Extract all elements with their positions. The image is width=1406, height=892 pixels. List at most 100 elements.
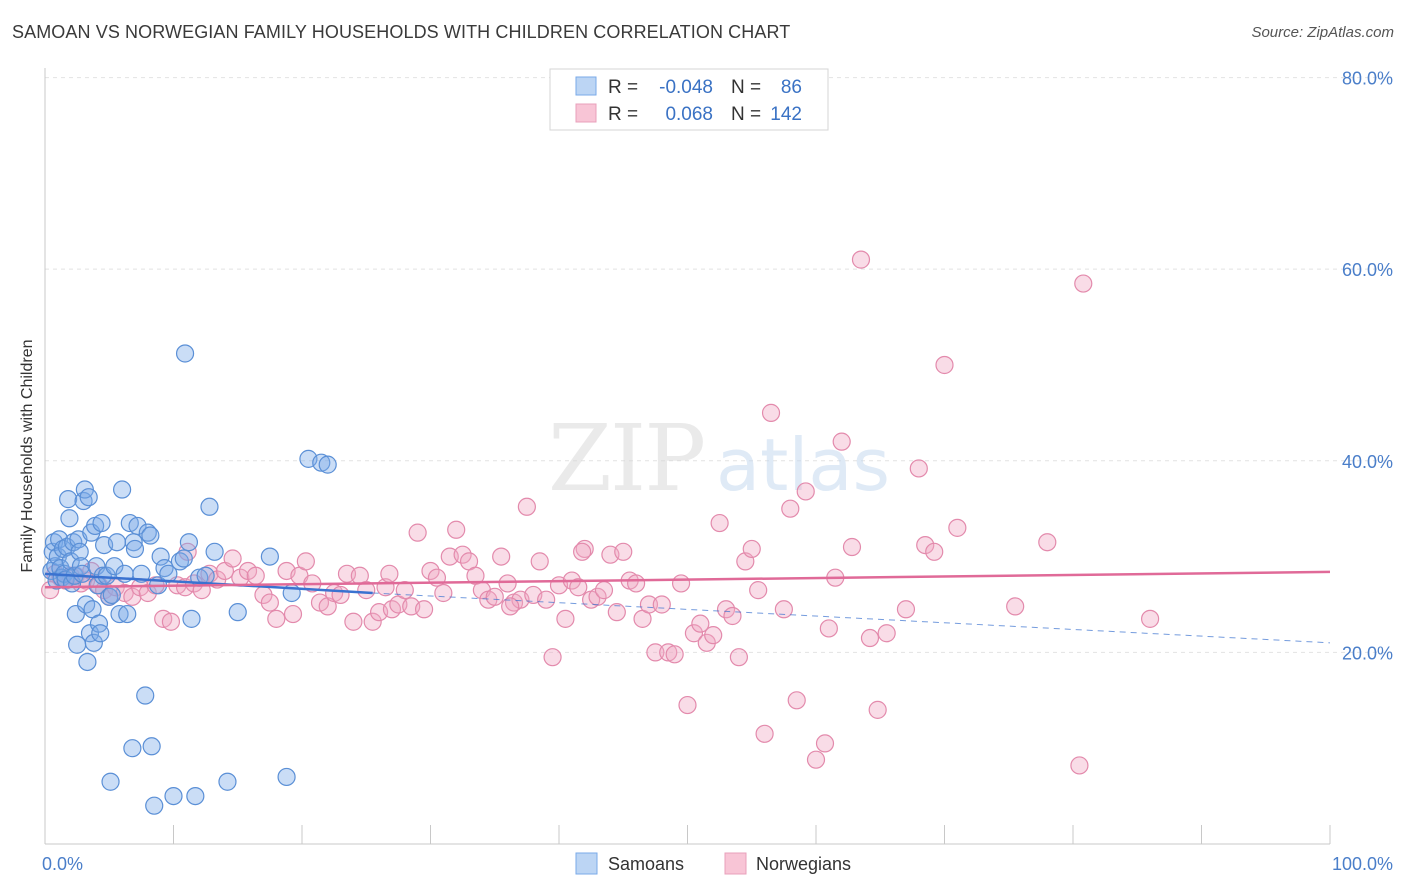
gridlines xyxy=(45,77,1392,653)
norwegians-point-137 xyxy=(501,597,520,616)
samoans-point-28 xyxy=(78,652,97,672)
norwegians-point-127 xyxy=(916,535,935,555)
norwegians-point-86 xyxy=(607,603,626,622)
samoans-point-62 xyxy=(145,796,164,815)
norwegians-point-69 xyxy=(498,574,517,593)
legend-n-value-2: 142 xyxy=(770,104,802,125)
norwegians-point-108 xyxy=(749,581,768,600)
norwegians-point-95 xyxy=(665,645,684,664)
samoans-point-49 xyxy=(112,480,132,499)
norwegians-point-104 xyxy=(723,606,742,626)
norwegians-point-124 xyxy=(877,624,896,643)
norwegians-point-109 xyxy=(755,724,774,743)
watermark-atlas: atlas xyxy=(716,423,890,507)
norwegians-point-132 xyxy=(1038,533,1057,552)
legend-top: R = -0.048 N = 86 R = 0.068 N = 142 xyxy=(549,68,829,131)
norwegians-point-110 xyxy=(761,403,781,422)
samoans-point-33 xyxy=(84,633,103,652)
samoans-point-48 xyxy=(110,604,129,624)
norwegians-point-62 xyxy=(453,545,472,564)
norwegians-point-112 xyxy=(781,499,800,518)
norwegians-point-133 xyxy=(1070,756,1089,775)
samoans-point-45 xyxy=(102,585,121,605)
samoans-point-77 xyxy=(205,542,224,561)
norwegians-point-116 xyxy=(815,734,835,753)
samoans-point-70 xyxy=(175,344,195,363)
norwegians-point-92 xyxy=(646,643,665,662)
norwegians-point-59 xyxy=(434,583,453,603)
legend-r-value-1: -0.048 xyxy=(659,77,713,98)
norwegians-point-102 xyxy=(710,513,729,533)
samoans-point-51 xyxy=(118,604,137,624)
norwegians-point-31 xyxy=(246,566,265,585)
samoans-point-76 xyxy=(200,497,219,516)
norwegians-point-19 xyxy=(161,612,181,631)
norwegians-point-98 xyxy=(684,624,704,643)
norwegians-point-36 xyxy=(283,604,303,624)
norwegians-point-105 xyxy=(729,648,749,667)
norwegians-point-126 xyxy=(909,459,928,478)
samoans-point-71 xyxy=(179,533,199,552)
legend-r-label-1: R = xyxy=(608,77,638,98)
legend-n-value-1: 86 xyxy=(781,77,802,98)
samoans-point-72 xyxy=(182,609,201,628)
norwegians-point-130 xyxy=(948,518,967,537)
norwegians-point-84 xyxy=(594,581,614,600)
samoans-point-60 xyxy=(141,526,160,545)
norwegians-point-117 xyxy=(819,619,838,638)
samoans-point-17 xyxy=(64,533,83,552)
norwegians-point-122 xyxy=(860,628,880,648)
norwegians-point-80 xyxy=(569,578,588,597)
norwegians-point-67 xyxy=(485,587,504,606)
legend-r-value-2: 0.068 xyxy=(665,104,713,125)
x-tick-label-100: 100.0% xyxy=(1332,854,1393,874)
norwegians-point-97 xyxy=(678,695,697,715)
x-tick-labels: 0.0% 100.0% xyxy=(42,854,1393,874)
samoans-point-80 xyxy=(260,547,279,566)
samoans-point-53 xyxy=(123,739,142,758)
samoans-point-78 xyxy=(218,772,237,791)
norwegians-point-91 xyxy=(639,595,659,614)
norwegians-point-78 xyxy=(556,609,575,628)
norwegians-point-101 xyxy=(704,626,723,645)
samoans-point-37 xyxy=(89,614,109,633)
norwegians-point-138 xyxy=(380,564,399,583)
bottom-swatch-samoans xyxy=(575,852,598,875)
samoans-point-38 xyxy=(91,624,110,643)
norwegians-point-34 xyxy=(267,609,286,628)
bottom-label-samoans: Samoans xyxy=(608,854,684,874)
norwegians-point-113 xyxy=(787,691,806,710)
y-tick-label-20: 20.0% xyxy=(1342,643,1393,663)
norwegians-point-81 xyxy=(575,539,594,559)
norwegians-point-136 xyxy=(573,542,592,561)
norwegians-point-125 xyxy=(896,600,916,619)
y-tick-labels: 20.0% 40.0% 60.0% 80.0% xyxy=(1342,69,1393,664)
norwegians-point-87 xyxy=(614,542,633,561)
legend-swatch-norwegians xyxy=(575,103,597,123)
samoans-point-56 xyxy=(128,516,147,536)
samoans-point-84 xyxy=(312,453,331,472)
norwegians-point-16 xyxy=(138,583,157,603)
samoans-point-73 xyxy=(186,786,205,806)
legend-n-label-2: N = xyxy=(731,104,761,125)
norwegians-point-48 xyxy=(363,612,382,631)
norwegians-point-128 xyxy=(925,542,944,561)
samoans-point-79 xyxy=(228,603,247,622)
samoans-point-24 xyxy=(73,564,92,583)
samoans-point-22 xyxy=(70,542,89,561)
watermark-zip: ZIP xyxy=(548,405,704,512)
samoans-point-13 xyxy=(59,490,78,509)
norwegians-point-135 xyxy=(1140,609,1160,628)
norwegians-point-45 xyxy=(344,612,363,631)
norwegians-point-57 xyxy=(421,561,440,581)
norwegians-point-120 xyxy=(842,537,862,557)
samoans-point-66 xyxy=(159,564,178,583)
samoans-point-69 xyxy=(174,549,193,568)
norwegians-point-96 xyxy=(671,574,691,593)
samoans-point-81 xyxy=(277,767,296,787)
norwegians-point-111 xyxy=(774,600,793,619)
norwegians-point-115 xyxy=(806,750,826,769)
norwegians-point-129 xyxy=(935,355,954,375)
norwegians-point-75 xyxy=(537,590,556,609)
norwegians-point-131 xyxy=(1006,597,1025,616)
